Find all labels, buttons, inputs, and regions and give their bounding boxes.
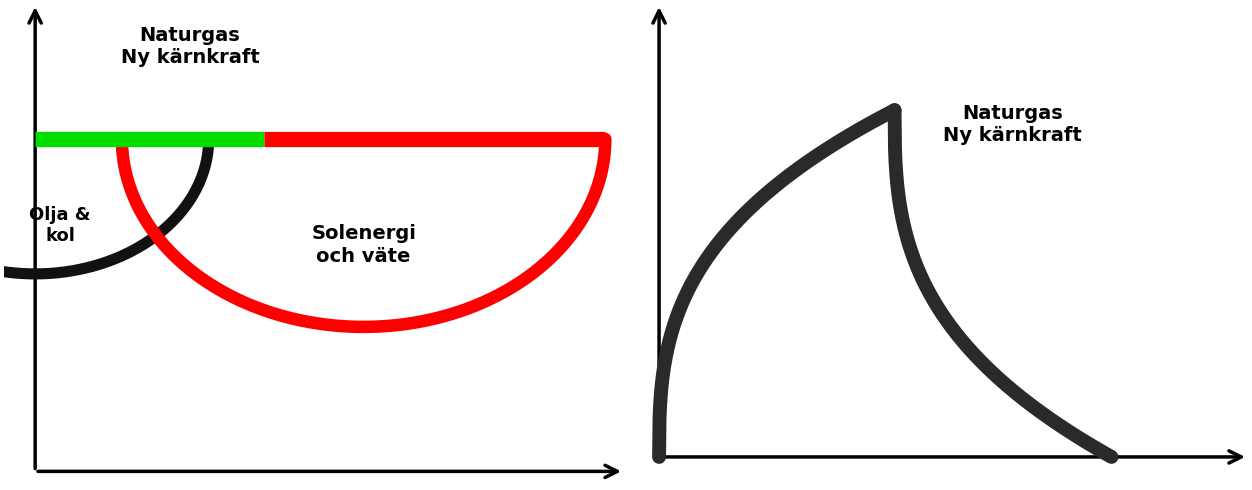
Text: Naturgas
Ny kärnkraft: Naturgas Ny kärnkraft bbox=[943, 104, 1082, 145]
Text: Naturgas
Ny kärnkraft: Naturgas Ny kärnkraft bbox=[120, 26, 259, 67]
Text: Olja &
kol: Olja & kol bbox=[29, 206, 90, 245]
Text: Solenergi
och väte: Solenergi och väte bbox=[312, 224, 416, 266]
